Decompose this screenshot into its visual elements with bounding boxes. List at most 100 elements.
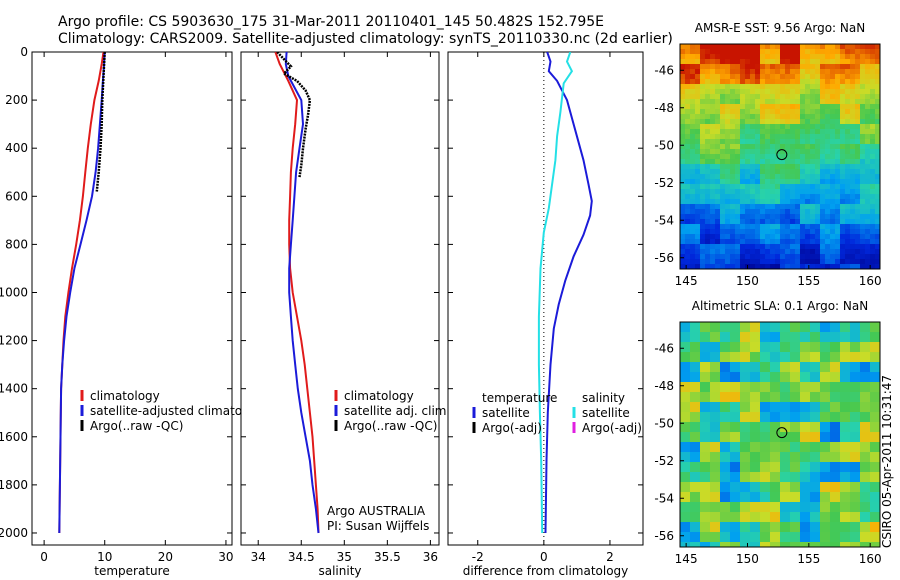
map-cell (750, 507, 756, 513)
map-cell (695, 532, 701, 538)
map-cell (740, 129, 746, 135)
map-cell (855, 327, 861, 333)
map-cell (835, 407, 841, 413)
map-cell (805, 502, 811, 508)
map-cell (740, 342, 746, 348)
map-cell (865, 114, 871, 120)
map-cell (820, 44, 826, 50)
map-cell (810, 487, 816, 493)
map-cell (690, 442, 696, 448)
map-cell (750, 402, 756, 408)
map-cell (850, 527, 856, 533)
map-cell (770, 452, 776, 458)
map-cell (770, 179, 776, 185)
map-cell (750, 437, 756, 443)
map-cell (805, 154, 811, 160)
map-cell (795, 537, 801, 543)
map-cell (725, 109, 731, 115)
map-cell (765, 89, 771, 95)
map-cell (850, 209, 856, 215)
map-cell (825, 362, 831, 368)
map-cell (805, 542, 811, 548)
map-cell (780, 402, 786, 408)
map-cell (775, 79, 781, 85)
map-cell (690, 59, 696, 65)
map-cell (795, 124, 801, 130)
map-cell (745, 442, 751, 448)
map-cell (795, 69, 801, 75)
map-cell (805, 377, 811, 383)
map-cell (860, 352, 866, 358)
map-cell (855, 412, 861, 418)
map-cell (685, 194, 691, 200)
map-cell (720, 99, 726, 105)
map-cell (840, 114, 846, 120)
map-cell (840, 342, 846, 348)
map-cell (735, 69, 741, 75)
map-cell (730, 164, 736, 170)
map-cell (855, 179, 861, 185)
map-cell (830, 99, 836, 105)
map-cell (815, 487, 821, 493)
map-cell (695, 124, 701, 130)
side-timestamp-label: CSIRO 05-Apr-2011 10:31:47 (880, 375, 894, 548)
map-cell (815, 432, 821, 438)
map-cell (825, 114, 831, 120)
map-cell (780, 64, 786, 70)
map-cell (805, 94, 811, 100)
map-cell (865, 472, 871, 478)
map-cell (845, 352, 851, 358)
map-cell (740, 139, 746, 145)
map-cell (760, 362, 766, 368)
map-cell (790, 249, 796, 255)
map-cell (845, 224, 851, 230)
map-cell (745, 229, 751, 235)
map-cell (855, 492, 861, 498)
map-cell (855, 184, 861, 190)
map-cell (725, 337, 731, 343)
map-cell (815, 219, 821, 225)
map-cell (775, 49, 781, 55)
map-cell (870, 204, 876, 210)
map-cell (760, 139, 766, 145)
map-cell (765, 259, 771, 265)
map-cell (690, 347, 696, 353)
map-cell (740, 497, 746, 503)
map-cell (785, 249, 791, 255)
map-cell (830, 442, 836, 448)
map-cell (810, 542, 816, 548)
map-cell (805, 204, 811, 210)
map-cell (840, 209, 846, 215)
map-cell (725, 159, 731, 165)
map-cell (805, 352, 811, 358)
map-cell (780, 99, 786, 105)
map-cell (745, 377, 751, 383)
map-cell (760, 124, 766, 130)
map-cell (840, 234, 846, 240)
map-cell (840, 99, 846, 105)
map-cell (805, 64, 811, 70)
map-cell (710, 264, 716, 270)
map-cell (685, 234, 691, 240)
map-cell (800, 69, 806, 75)
map-cell (780, 214, 786, 220)
map-cell (790, 59, 796, 65)
map-cell (705, 199, 711, 205)
map-cell (775, 119, 781, 125)
map-cell (845, 497, 851, 503)
map-cell (685, 259, 691, 265)
map-y-tick-label: -46 (654, 341, 674, 355)
map-cell (685, 59, 691, 65)
map-cell (875, 239, 881, 245)
map-cell (835, 437, 841, 443)
map-cell (825, 357, 831, 363)
map-cell (735, 432, 741, 438)
map-cell (705, 74, 711, 80)
map-cell (845, 244, 851, 250)
map-cell (710, 352, 716, 358)
map-cell (865, 477, 871, 483)
map-cell (770, 402, 776, 408)
map-cell (695, 337, 701, 343)
profile-panel-2: 34 34.5 35 35.5 36salinityclimatologysatelli… (240, 51, 450, 578)
map-cell (815, 392, 821, 398)
